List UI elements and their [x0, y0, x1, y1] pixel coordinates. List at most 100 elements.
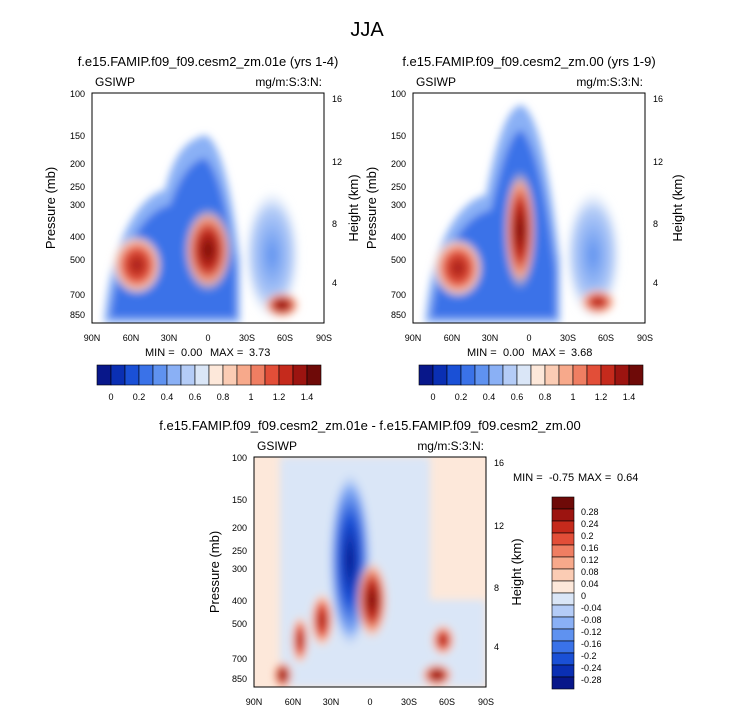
x-tick-label: 30S	[560, 333, 576, 343]
colorbar-box	[138, 364, 154, 386]
y-tick-label: 200	[391, 159, 406, 169]
colorbar-box	[222, 364, 238, 386]
x-tick-label: 60S	[598, 333, 614, 343]
colorbar-box	[551, 532, 575, 546]
colorbar-box	[551, 580, 575, 594]
y-tick-label: 400	[232, 596, 247, 606]
panel-2-max-value: 3.68	[571, 347, 592, 359]
panel-2: f.e15.FAMIP.f09_f09.cesm2_zm.00 (yrs 1-9…	[364, 54, 685, 402]
colorbar-label: 0.28	[581, 507, 599, 517]
panel-2-plot-frame	[412, 92, 646, 324]
panel-3-field	[254, 457, 486, 687]
colorbar-box	[474, 364, 490, 386]
panel-3-y-ticks: 100 150 200 250 300 400 500 700 850	[232, 453, 247, 684]
panel-3-min-value: -0.75	[549, 472, 574, 484]
panel-3-y2-ticks: 4 8 12 16	[494, 458, 504, 652]
panel-2-min-value: 0.00	[503, 347, 524, 359]
y-tick-label: 500	[391, 255, 406, 265]
y-tick-label: 700	[391, 290, 406, 300]
y2-tick-label: 4	[494, 642, 499, 652]
y-tick-label: 400	[70, 232, 85, 242]
y2-tick-label: 8	[653, 219, 658, 229]
panel-1-min-value: 0.00	[181, 347, 202, 359]
colorbar-label: 0.16	[581, 543, 599, 553]
panel-1-y2-ticks: 4 8 12 16	[332, 94, 342, 288]
panel-3-x-ticks: 90N 60N 30N 0 30S 60S 90S	[246, 697, 494, 707]
colorbar-label: 0.8	[217, 392, 230, 402]
colorbar-box	[460, 364, 476, 386]
colorbar-box	[264, 364, 280, 386]
colorbar-label: 0	[430, 392, 435, 402]
colorbar-box	[180, 364, 196, 386]
y-tick-label: 100	[391, 89, 406, 99]
colorbar-box	[614, 364, 630, 386]
colorbar-label: 0.04	[581, 579, 599, 589]
y2-tick-label: 16	[653, 94, 663, 104]
panel-1-units: mg/m:S:3:N:	[255, 75, 322, 89]
y-tick-label: 300	[391, 200, 406, 210]
x-tick-label: 90N	[246, 697, 263, 707]
colorbar-box	[551, 568, 575, 582]
y-tick-label: 100	[70, 89, 85, 99]
panel-3-ylabel: Pressure (mb)	[207, 531, 222, 613]
colorbar-box	[152, 364, 168, 386]
colorbar-label: -0.16	[581, 639, 602, 649]
colorbar-label: 1.4	[301, 392, 314, 402]
panel-2-max-label: MAX =	[532, 347, 565, 359]
x-tick-label: 0	[205, 333, 210, 343]
y-tick-label: 200	[232, 523, 247, 533]
x-tick-label: 30S	[401, 697, 417, 707]
panel-2-x-ticks: 90N 60N 30N 0 30S 60S 90S	[405, 333, 653, 343]
x-tick-label: 60N	[123, 333, 140, 343]
colorbar-label: 1	[570, 392, 575, 402]
panel-2-ylabel: Pressure (mb)	[364, 167, 379, 249]
y2-tick-label: 8	[332, 219, 337, 229]
panel-3: f.e15.FAMIP.f09_f09.cesm2_zm.01e - f.e15…	[159, 418, 638, 707]
colorbar-box	[124, 364, 140, 386]
panel-2-colorbar: 0 0.2 0.4 0.6 0.8 1 1.2 1.4	[418, 364, 644, 402]
panel-3-max-label: MAX =	[578, 472, 611, 484]
colorbar-box	[551, 664, 575, 678]
y2-tick-label: 4	[332, 278, 337, 288]
colorbar-box	[530, 364, 546, 386]
colorbar-box	[502, 364, 518, 386]
panel-3-title: f.e15.FAMIP.f09_f09.cesm2_zm.01e - f.e15…	[159, 418, 581, 433]
panel-1-colorbar: 0 0.2 0.4 0.6 0.8 1 1.2 1.4	[96, 364, 322, 402]
colorbar-label: -0.12	[581, 627, 602, 637]
colorbar-label: 0.8	[539, 392, 552, 402]
colorbar-label: 0.2	[581, 531, 594, 541]
y2-tick-label: 12	[332, 157, 342, 167]
x-tick-label: 0	[367, 697, 372, 707]
colorbar-box	[628, 364, 644, 386]
colorbar-box	[551, 520, 575, 534]
panel-3-max-value: 0.64	[617, 472, 638, 484]
x-tick-label: 60N	[444, 333, 461, 343]
x-tick-label: 30N	[482, 333, 499, 343]
y-tick-label: 300	[70, 200, 85, 210]
colorbar-label: 0.6	[511, 392, 524, 402]
y2-tick-label: 12	[653, 157, 663, 167]
y-tick-label: 850	[70, 310, 85, 320]
colorbar-box	[544, 364, 560, 386]
colorbar-label: 1.2	[595, 392, 608, 402]
colorbar-label: 0	[108, 392, 113, 402]
colorbar-box	[600, 364, 616, 386]
colorbar-label: 1	[248, 392, 253, 402]
y-tick-label: 250	[232, 546, 247, 556]
panel-3-variable: GSIWP	[257, 439, 297, 453]
colorbar-box	[551, 592, 575, 606]
panel-3-colorbar: 0.28 0.24 0.2 0.16 0.12 0.08 0.04 0 -0.0…	[551, 496, 602, 690]
panel-3-y2label: Height (km)	[509, 538, 524, 605]
panel-2-units: mg/m:S:3:N:	[576, 75, 643, 89]
y-tick-label: 500	[70, 255, 85, 265]
y-tick-label: 200	[70, 159, 85, 169]
colorbar-label: -0.24	[581, 663, 602, 673]
colorbar-box	[278, 364, 294, 386]
y-tick-label: 250	[70, 182, 85, 192]
colorbar-box	[516, 364, 532, 386]
panel-1-field	[92, 93, 324, 323]
panel-2-field	[413, 93, 645, 323]
colorbar-label: 0.2	[133, 392, 146, 402]
colorbar-box	[551, 616, 575, 630]
